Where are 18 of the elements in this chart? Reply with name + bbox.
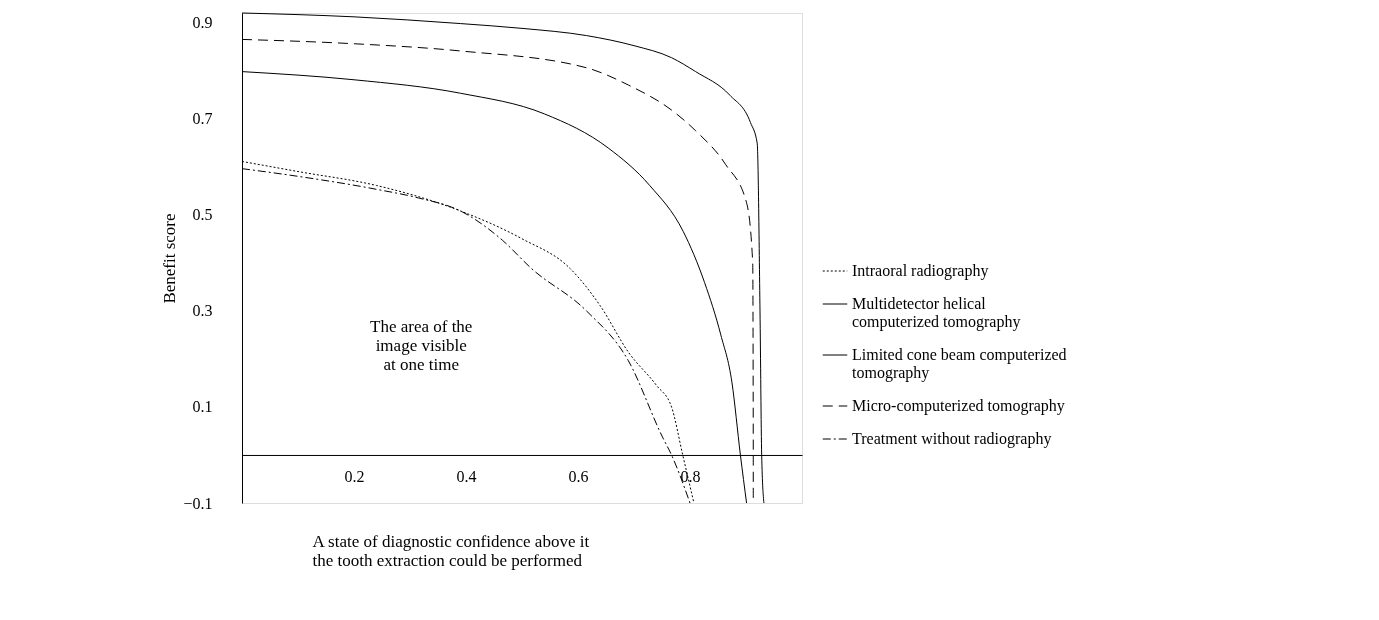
y-tick-label: 0.7 (192, 110, 213, 128)
annotation: The area of the image visible at one time (369, 316, 473, 374)
legend-label: Limited cone beam computerized tomography (852, 346, 1067, 382)
x-tick-label: 0.6 (568, 468, 589, 486)
y-tick-label: 0.5 (192, 206, 213, 224)
y-tick-label: −0.1 (183, 494, 213, 512)
x-tick-label: 0.2 (344, 468, 365, 486)
y-tick-label: 0.1 (192, 398, 213, 416)
x-tick-label: 0.8 (680, 468, 701, 486)
x-tick-label: 0.4 (456, 468, 477, 486)
legend-label: Micro-computerized tomography (852, 397, 1065, 415)
legend-label: Intraoral radiography (852, 262, 989, 280)
x-axis-title: A state of diagnostic confidence above it the tooth extraction could be performed (312, 531, 590, 570)
y-axis-title: Benefit score (160, 213, 180, 304)
legend-label: Multidetector helical computerized tomography (852, 295, 1021, 331)
y-tick-label: 0.3 (192, 302, 213, 320)
legend-label: Treatment without radiography (852, 430, 1052, 448)
y-tick-label: 0.9 (192, 14, 213, 32)
